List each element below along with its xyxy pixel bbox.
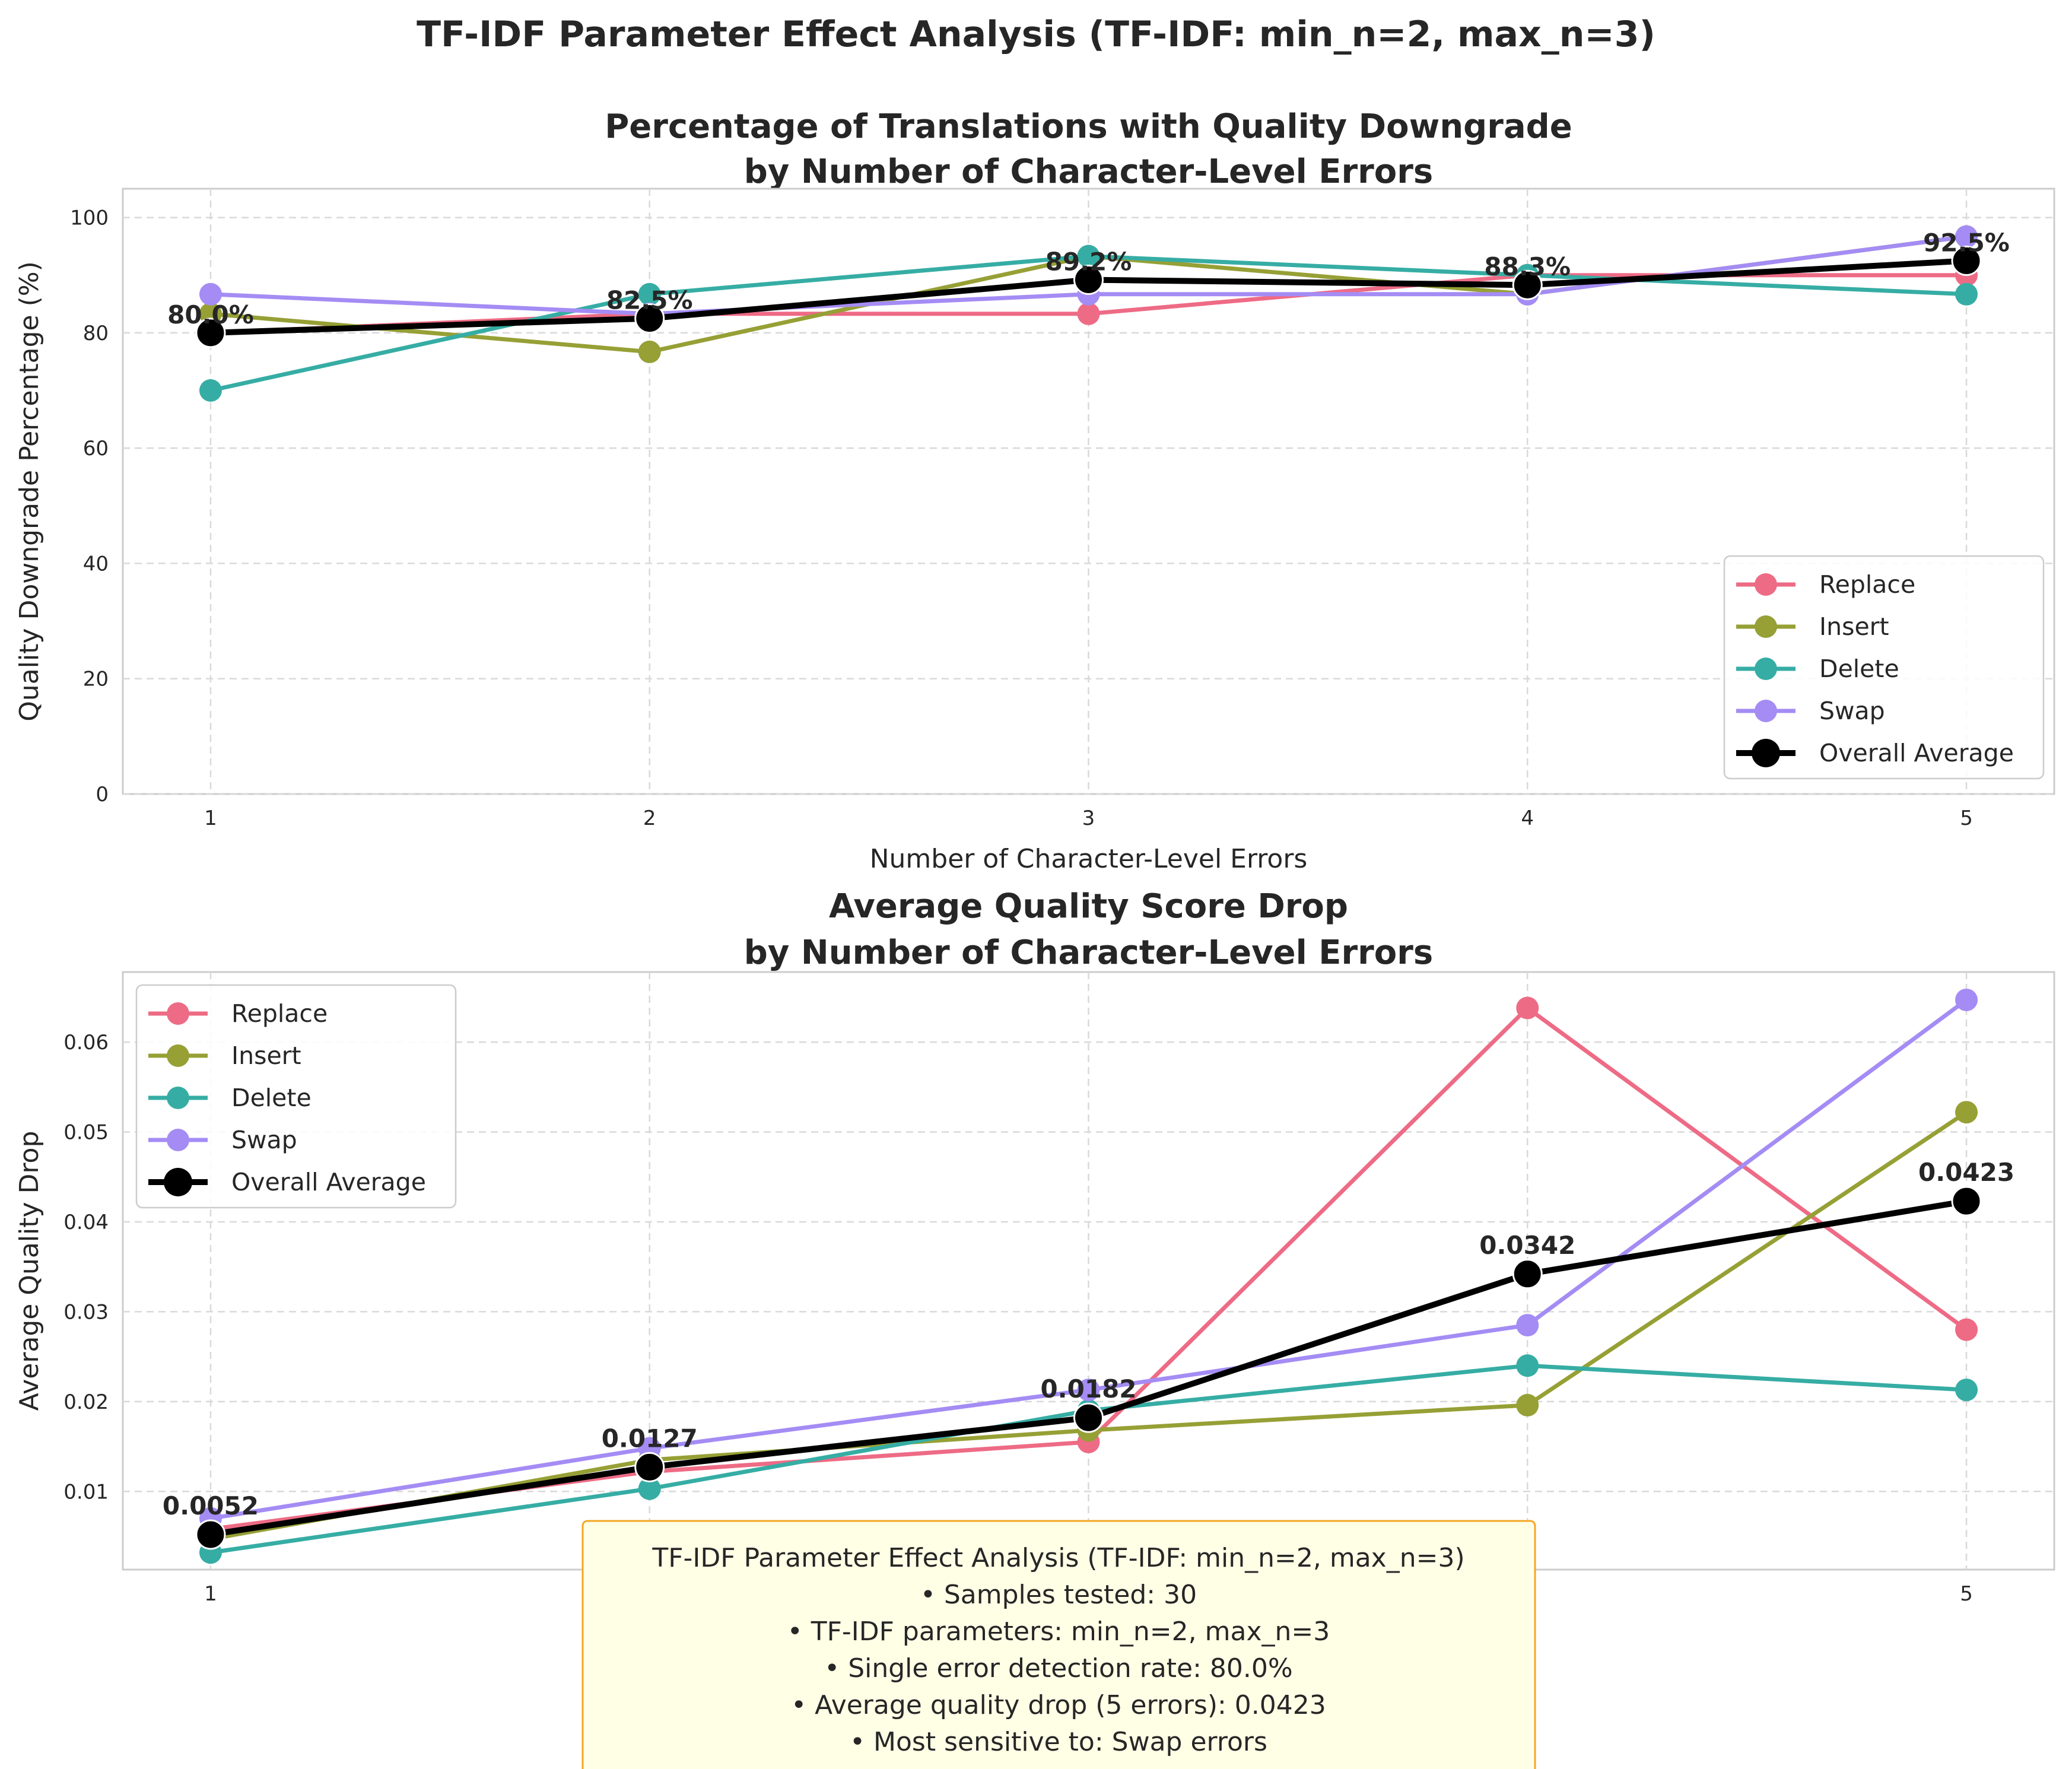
y-tick-label: 0.04 [63,1211,109,1234]
legend-label: Insert [1819,612,1889,641]
x-tick-label: 2 [643,806,656,830]
legend-label: Delete [1819,655,1899,683]
figure-title: TF-IDF Parameter Effect Analysis (TF-IDF… [417,14,1655,55]
data-point-overall-average [1512,269,1543,300]
x-tick-label: 3 [1082,806,1095,830]
data-point-delete [1077,244,1100,268]
chart-title-line: by Number of Character-Level Errors [744,933,1433,972]
legend-box [135,984,457,1209]
legend-label: Insert [231,1041,301,1070]
data-point-swap [1955,225,1978,248]
chart-title-line: Percentage of Translations with Quality … [605,107,1572,146]
data-point-replace [1955,1318,1978,1341]
chart-title-line: Average Quality Score Drop [829,887,1348,926]
legend-swatch-marker [1752,739,1780,767]
y-tick-label: 20 [83,668,109,691]
legend-swatch-marker [1755,615,1777,638]
x-tick-label: 5 [1960,1582,1973,1606]
legend-swatch-marker [1755,700,1777,722]
legend-swatch-marker [167,1002,189,1025]
data-label: 89.2% [1045,247,1132,276]
legend-swatch-marker [167,1044,189,1067]
data-label: 0.0127 [602,1424,698,1453]
data-label: 88.3% [1484,252,1571,281]
chart-title-line: by Number of Character-Level Errors [744,153,1433,191]
y-tick-label: 0.01 [63,1480,109,1504]
summary-line: • Most sensitive to: Swap errors [850,1727,1267,1757]
y-tick-label: 0.03 [63,1300,109,1324]
summary-line: TF-IDF Parameter Effect Analysis (TF-IDF… [652,1543,1464,1573]
data-point-insert [638,340,661,363]
legend-label: Replace [231,999,328,1028]
data-label: 82.5% [606,286,693,315]
data-point-delete [1955,1379,1978,1402]
legend-swatch-marker [1755,573,1777,596]
data-point-overall-average [195,317,226,348]
summary-line: • Samples tested: 30 [920,1580,1197,1610]
y-tick-label: 60 [83,437,109,460]
x-tick-label: 4 [1521,806,1534,830]
y-tick-label: 0 [96,783,109,806]
y-axis-label: Quality Downgrade Percentage (%) [14,261,45,722]
legend-label: Replace [1819,570,1915,599]
chart-average-quality-drop: Average Quality Score Drop by Number of C… [14,887,2055,1650]
data-point-delete [638,282,661,306]
legend-label: Swap [1819,697,1885,725]
data-point-delete [1955,282,1978,306]
data-label: 0.0342 [1479,1231,1575,1260]
data-point-overall-average [1073,1402,1104,1433]
data-point-overall-average [634,303,665,334]
data-point-replace [1516,996,1539,1020]
y-tick-label: 40 [83,552,109,576]
data-label: 92.5% [1923,228,2010,257]
data-point-delete [199,379,222,402]
summary-box: TF-IDF Parameter Effect Analysis (TF-IDF… [581,1520,1536,1769]
legend-swatch-marker [164,1168,192,1196]
data-point-overall-average [1512,1259,1543,1290]
data-point-delete [638,1477,661,1500]
legend-label: Overall Average [1819,739,2014,767]
data-point-swap [199,282,222,306]
data-label: 0.0182 [1040,1374,1136,1403]
y-tick-label: 0.05 [63,1121,109,1145]
legend-swatch-marker [167,1087,189,1109]
data-point-overall-average [195,1519,226,1550]
data-label: 0.0423 [1918,1158,2014,1187]
data-point-insert [1516,1393,1539,1417]
legend-swatch-marker [167,1129,189,1151]
data-label: 0.0052 [163,1491,259,1520]
summary-line: • Average quality drop (5 errors): 0.042… [791,1690,1326,1720]
chart-quality-downgrade-percentage: Percentage of Translations with Quality … [14,107,2055,874]
x-tick-label: 1 [204,806,217,830]
data-point-swap [1516,1314,1539,1337]
summary-line: • Single error detection rate: 80.0% [824,1653,1292,1684]
data-label: 80.0% [167,300,254,329]
y-tick-label: 80 [83,322,109,345]
data-point-overall-average [634,1452,665,1482]
data-point-delete [1516,1354,1539,1377]
x-axis-label: Number of Character-Level Errors [870,844,1308,874]
legend-swatch-marker [1755,658,1777,680]
x-tick-label: 5 [1960,806,1973,830]
summary-box-frame [581,1520,1536,1769]
legend-label: Swap [231,1126,297,1154]
data-point-overall-average [1951,245,1982,276]
y-tick-label: 0.02 [63,1390,109,1414]
y-tick-label: 0.06 [63,1031,109,1055]
legend-label: Delete [231,1084,312,1112]
legend-box [1723,555,2045,780]
y-axis-label: Average Quality Drop [14,1131,45,1411]
data-point-overall-average [1951,1186,1982,1217]
data-point-insert [1955,1101,1978,1124]
data-point-overall-average [1073,264,1104,295]
data-point-swap [1077,1379,1100,1402]
data-point-replace [1077,302,1100,325]
summary-line: • TF-IDF parameters: min_n=2, max_n=3 [787,1616,1330,1647]
x-tick-label: 1 [204,1582,217,1606]
y-tick-label: 100 [70,207,109,230]
data-point-swap [1955,988,1978,1011]
legend-label: Overall Average [231,1168,426,1196]
